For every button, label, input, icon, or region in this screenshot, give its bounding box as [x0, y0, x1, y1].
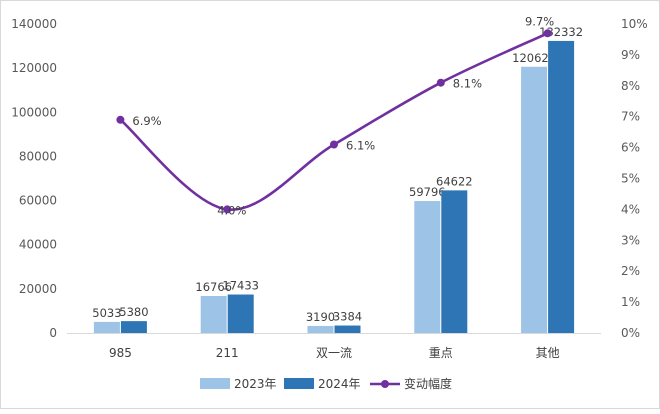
bar: [120, 321, 147, 333]
y-right-tick-label: 7%: [621, 110, 640, 124]
y-left-tick-label: 140000: [11, 17, 57, 31]
line-point: [330, 140, 338, 149]
x-tick-label: 其他: [536, 346, 560, 360]
bar: [414, 201, 441, 333]
x-tick-label: 985: [109, 346, 132, 360]
legend-swatch-2023: [200, 378, 230, 389]
legend-label-line: 变动幅度: [404, 376, 452, 391]
y-right-tick-label: 9%: [621, 48, 640, 62]
legend-label-2024: 2024年: [318, 377, 361, 391]
y-left-tick-label: 120000: [11, 61, 57, 75]
y-left-tick-label: 80000: [19, 149, 57, 163]
bar-data-label: 5380: [119, 305, 148, 319]
y-right-tick-label: 0%: [621, 326, 640, 340]
bar: [441, 190, 468, 333]
bar: [200, 295, 227, 333]
x-tick-label: 重点: [429, 346, 453, 360]
legend-swatch-2024: [284, 378, 314, 389]
bar: [227, 294, 254, 333]
bar-data-label: 17433: [222, 279, 259, 293]
x-tick-label: 双一流: [316, 346, 352, 360]
y-left-tick-label: 40000: [19, 238, 57, 252]
bar-data-label: 5033: [92, 306, 121, 320]
line-data-label: 8.1%: [453, 77, 482, 91]
line-point: [543, 29, 552, 38]
bar-data-label: 16766: [195, 280, 232, 294]
bar-data-label: 120623: [512, 51, 556, 65]
bar: [307, 325, 334, 333]
bar: [521, 66, 548, 333]
y-left-tick-label: 60000: [19, 194, 57, 208]
line-point: [436, 78, 445, 87]
bar-data-label: 64622: [436, 174, 473, 188]
y-left-tick-label: 100000: [11, 105, 57, 119]
line-data-label: 4.0%: [217, 203, 246, 217]
y-right-tick-label: 8%: [621, 79, 640, 93]
x-tick-label: 211: [216, 346, 239, 360]
y-right-tick-label: 3%: [621, 233, 640, 247]
legend-marker-line: [381, 380, 389, 388]
line-point: [223, 205, 232, 214]
line-data-label: 6.9%: [132, 114, 161, 128]
bar-data-label: 3384: [333, 310, 362, 324]
y-right-tick-label: 2%: [621, 264, 640, 278]
line-data-label: 6.1%: [346, 139, 375, 153]
y-left-tick-label: 20000: [19, 282, 57, 296]
y-right-tick-label: 4%: [621, 202, 640, 216]
bar: [548, 40, 575, 333]
line-point: [116, 115, 125, 124]
bar: [334, 325, 361, 333]
line-series-path: [119, 32, 549, 211]
bar-data-label: 3190: [306, 310, 335, 324]
y-right-tick-label: 5%: [621, 172, 640, 186]
line-data-label: 9.7%: [525, 14, 554, 28]
y-left-tick-label: 0: [49, 326, 57, 340]
y-right-tick-label: 1%: [621, 295, 640, 309]
legend-label-2023: 2023年: [234, 377, 277, 391]
bar-data-label: 59796: [409, 185, 446, 199]
bar: [93, 321, 120, 333]
y-right-tick-label: 6%: [621, 141, 640, 155]
y-right-tick-label: 10%: [621, 17, 648, 31]
